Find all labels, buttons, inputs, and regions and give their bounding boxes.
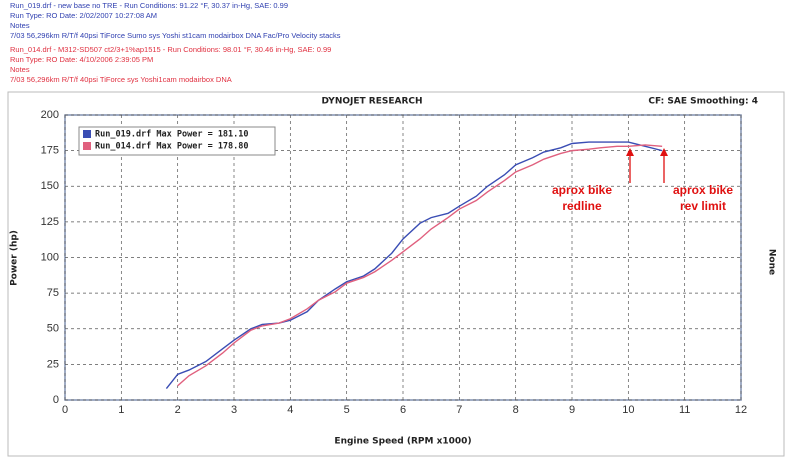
y-tick-label: 175 [41,145,59,157]
x-tick-label: 8 [513,404,519,416]
header-line: Notes [10,21,30,30]
chart-title: DYNOJET RESEARCH [321,97,422,107]
y-tick-label: 150 [41,180,59,192]
x-tick-label: 2 [175,404,181,416]
header-line: Run_019.drf - new base no TRE - Run Cond… [10,1,288,10]
x-tick-label: 7 [456,404,462,416]
legend-swatch [83,130,91,138]
legend-box [78,126,276,156]
header-line: Notes [10,65,30,74]
x-tick-label: 0 [62,404,68,416]
header-line: Run_014.drf - M312-SD507 ct2/3+1%ap1515 … [10,45,331,54]
chart-subtitle: CF: SAE Smoothing: 4 [648,97,758,107]
x-tick-label: 12 [735,404,747,416]
x-tick-label: 1 [118,404,124,416]
y-tick-label: 200 [41,109,59,121]
power-line [177,144,663,387]
y-tick-label: 100 [41,251,59,263]
x-axis-label: Engine Speed (RPM x1000) [334,437,471,447]
x-tick-label: 6 [400,404,406,416]
y-tick-label: 50 [47,323,59,335]
x-tick-label: 3 [231,404,237,416]
x-tick-label: 11 [679,404,690,416]
annotation: redline [562,199,602,213]
annotation: aprox bike [552,183,612,197]
y-axis-label: Power (hp) [10,230,20,286]
legend-swatch [83,142,91,150]
annotation: aprox bike [673,183,733,197]
y-tick-label: 25 [47,358,59,370]
header-line: Run Type: RO Date: 4/10/2006 2:39:05 PM [10,55,153,64]
power-line [165,141,663,390]
x-tick-label: 9 [569,404,575,416]
y-tick-label: 125 [41,216,59,228]
x-tick-label: 10 [622,404,634,416]
y-tick-label: 75 [47,287,59,299]
header-line: 7/03 56,296km R/T/f 40psi TiForce sys Yo… [10,75,232,84]
x-tick-label: 4 [287,404,293,416]
header-line: Run Type: RO Date: 2/02/2007 10:27:08 AM [10,11,157,20]
annotation: rev limit [680,199,726,213]
y-tick-label: 0 [53,394,59,406]
y2-axis-label: None [767,249,777,275]
legend-label: Run_014.drf Max Power = 178.80 [95,142,249,152]
header-line: 7/03 56,296km R/T/f 40psi TiForce Sumo s… [10,31,341,40]
annotation-arrowhead [660,148,668,156]
annotation-arrowhead [626,148,634,156]
x-tick-label: 5 [344,404,350,416]
legend-label: Run_019.drf Max Power = 181.10 [95,130,249,140]
